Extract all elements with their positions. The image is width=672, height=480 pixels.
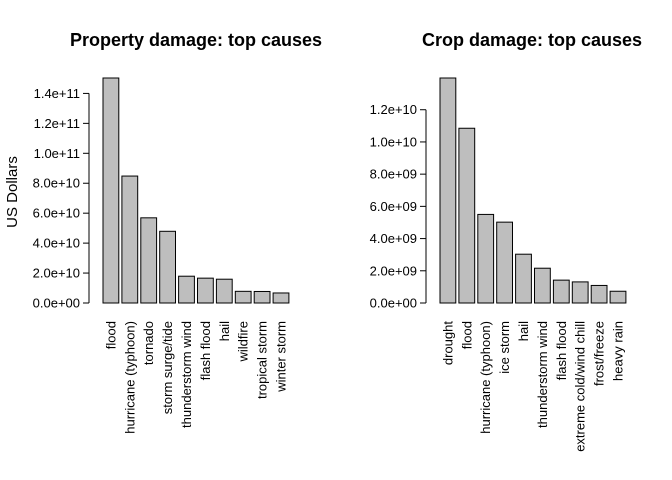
property-y-tick-label-3: 6.0e+10 [33, 206, 80, 221]
property-damage-y-axis: 0.0e+00 2.0e+10 4.0e+10 6.0e+10 8.0e+10 1.0e+… [33, 86, 90, 311]
crop-y-tick-label-4: 8.0e+09 [370, 167, 417, 182]
crop-bar-3 [496, 221, 514, 304]
property-y-tick-label-5: 1.0e+11 [34, 146, 80, 161]
property-y-tick-label-0: 0.0e+00 [33, 296, 80, 311]
crop-bar-8 [590, 284, 608, 304]
property-damage-bars [102, 77, 290, 304]
property-bar-1 [121, 175, 139, 304]
property-category-label-9: winter storm [274, 321, 289, 393]
crop-damage-category-labels: drought flood hurricane (typhoon) ice storm… [440, 321, 625, 452]
crop-bar-4 [515, 253, 532, 304]
crop-bar-1 [458, 127, 476, 304]
crop-y-tick-label-1: 2.0e+09 [370, 263, 417, 278]
property-bar-4 [178, 275, 195, 304]
crop-category-label-4: hail [516, 321, 531, 341]
crop-category-label-1: flood [459, 321, 474, 349]
property-category-label-5: flash flood [198, 321, 213, 380]
crop-y-tick-label-3: 6.0e+09 [370, 199, 417, 214]
crop-y-tick-label-6: 1.2e+10 [370, 102, 417, 117]
property-y-tick-label-7: 1.4e+11 [34, 86, 80, 101]
property-category-label-7: wildfire [236, 321, 251, 362]
property-y-tick-label-2: 4.0e+10 [33, 236, 80, 251]
crop-bar-0 [439, 77, 457, 304]
property-category-label-2: tornado [141, 321, 156, 365]
crop-y-tick-label-2: 4.0e+09 [370, 231, 417, 246]
property-y-tick-label-1: 2.0e+10 [33, 266, 80, 281]
crop-bar-6 [552, 279, 570, 304]
crop-category-label-2: hurricane (typhoon) [478, 321, 493, 434]
property-category-label-3: storm surge/tide [160, 321, 175, 414]
crop-category-label-8: frost/freeze [592, 321, 607, 386]
property-bar-5 [197, 277, 214, 304]
crop-damage-y-axis: 0.0e+00 2.0e+09 4.0e+09 6.0e+09 8.0e+09 1.0e+… [370, 102, 427, 311]
crop-y-tick-label-5: 1.0e+10 [370, 134, 417, 149]
property-bar-3 [159, 230, 176, 304]
crop-bar-5 [534, 267, 551, 304]
property-bar-0 [102, 77, 120, 304]
property-bar-9 [272, 292, 290, 304]
property-damage-category-labels: flood hurricane (typhoon) tornado storm sur… [103, 321, 288, 434]
crop-y-tick-label-0: 0.0e+00 [370, 296, 417, 311]
crop-bar-2 [477, 213, 495, 304]
property-category-label-1: hurricane (typhoon) [122, 321, 137, 434]
property-bar-8 [253, 290, 271, 304]
property-category-label-6: hail [217, 321, 232, 341]
property-y-tick-label-4: 8.0e+10 [33, 176, 80, 191]
crop-bar-9 [609, 290, 627, 304]
crop-damage-bars [439, 77, 627, 304]
property-damage-panel: Property damage: top causes US Dollars 0… [4, 30, 322, 434]
crop-damage-title: Crop damage: top causes [422, 30, 642, 50]
property-category-label-0: flood [103, 321, 118, 349]
property-y-tick-label-6: 1.2e+11 [34, 116, 80, 131]
property-bar-2 [140, 217, 158, 304]
crop-damage-panel: Crop damage: top causes 0.0e+00 2.0e+09 4.… [370, 30, 642, 452]
crop-category-label-0: drought [440, 321, 455, 365]
property-damage-title: Property damage: top causes [70, 30, 322, 50]
crop-category-label-3: ice storm [497, 321, 512, 374]
crop-category-label-7: extreme cold/wind chill [573, 321, 588, 452]
property-damage-y-label: US Dollars [4, 156, 21, 228]
crop-category-label-5: thunderstorm wind [535, 321, 550, 428]
crop-category-label-6: flash flood [554, 321, 569, 380]
property-bar-7 [234, 290, 252, 304]
crop-category-label-9: heavy rain [611, 321, 626, 381]
property-category-label-4: thunderstorm wind [179, 321, 194, 428]
crop-bar-7 [571, 281, 589, 304]
property-bar-6 [215, 278, 233, 304]
property-category-label-8: tropical storm [255, 321, 270, 399]
